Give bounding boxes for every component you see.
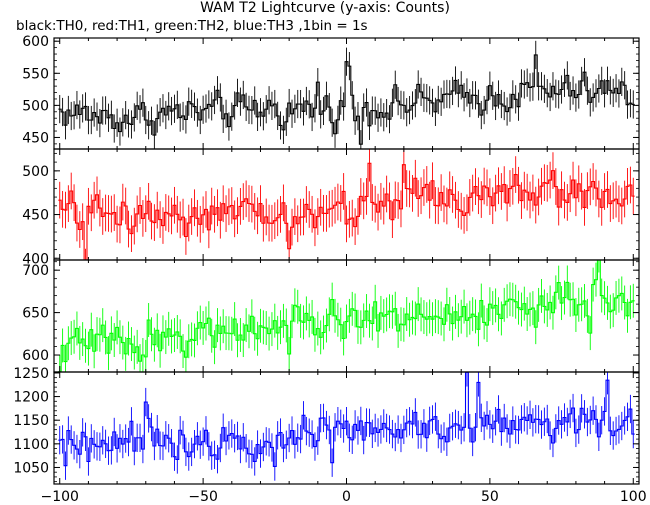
y-tick-label: 500 [22, 98, 49, 114]
y-tick-label: 650 [22, 306, 49, 322]
y-tick-label: 550 [22, 66, 49, 82]
y-tick-label: 1250 [13, 366, 49, 382]
series-panel-th1: 400 450 500 [22, 148, 640, 267]
series-data-th1 [58, 149, 635, 260]
y-tick-label: 1200 [13, 390, 49, 406]
chart-subtitle: black:TH0, red:TH1, green:TH2, blue:TH3 … [16, 18, 368, 34]
x-tick-label: 0 [342, 489, 351, 505]
y-tick-label: 1050 [13, 460, 49, 476]
y-tick-label: 450 [22, 208, 49, 224]
y-tick-label: 600 [22, 34, 49, 50]
series-data-th2 [58, 260, 635, 372]
y-tick-label: 1100 [13, 437, 49, 453]
y-tick-label: 400 [22, 251, 49, 267]
panel-frame [53, 148, 640, 261]
series-panel-th0: 450 500 550 600 [22, 34, 640, 150]
y-tick-label: 450 [22, 130, 49, 146]
series-data-th0 [58, 40, 635, 149]
x-tick-label: −100 [41, 489, 79, 505]
y-tick-label: 1150 [13, 413, 49, 429]
y-tick-label: 600 [22, 348, 49, 364]
y-tick-label: 700 [22, 263, 49, 279]
chart-title: WAM T2 Lightcurve (y-axis: Counts) [200, 0, 450, 16]
x-tick-label: 50 [481, 489, 499, 505]
x-tick-label: −50 [188, 489, 218, 505]
y-tick-label: 500 [22, 164, 49, 180]
series-panel-th2: 600 650 700 [22, 259, 640, 373]
x-tick-label: 100 [620, 489, 647, 505]
series-data-th3 [58, 372, 635, 481]
series-panel-th3: 1050 1100 1150 1200 1250 [13, 366, 640, 485]
